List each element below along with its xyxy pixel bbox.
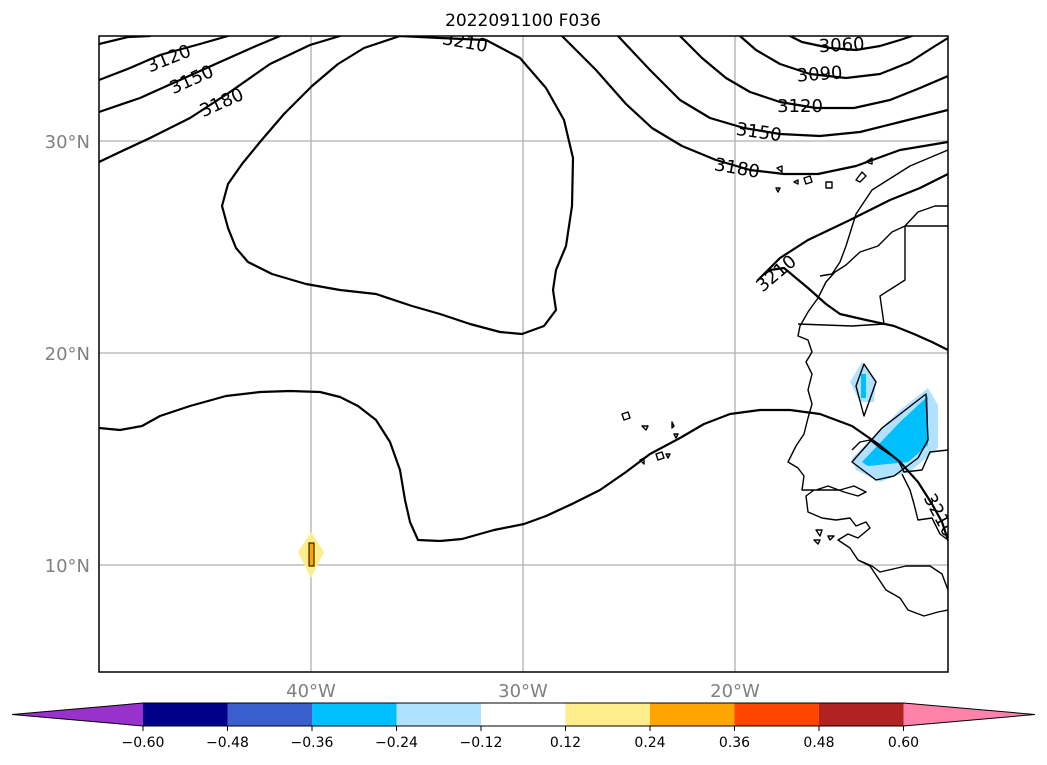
contour-3210-africa	[768, 266, 948, 352]
contour-label-3090: 3090	[796, 62, 843, 86]
contour-3180-east	[560, 36, 948, 176]
coast-north-1	[819, 149, 948, 277]
lat-label-30n: 30°N	[45, 132, 90, 153]
map-area: 3060 3090 3120 3150 3180 3120 3150 3180 …	[99, 28, 959, 672]
contour-3150-west	[99, 36, 230, 82]
border-5	[901, 473, 948, 541]
border-1	[797, 226, 906, 327]
colorbar-segment	[734, 703, 820, 726]
contour-3180-west	[99, 36, 282, 114]
colorbar-tick-label: −0.60	[122, 735, 165, 751]
lon-label-40w: 40°W	[286, 681, 336, 702]
africa-coastline	[787, 205, 948, 617]
contour-label-3210-top: 3210	[441, 28, 490, 57]
lat-labels: 30°N 20°N 10°N	[45, 132, 90, 577]
contour-label-3150-east: 3150	[735, 119, 783, 146]
colorbar-segment	[650, 703, 735, 726]
lat-label-20n: 20°N	[45, 344, 90, 365]
colorbar-tick-label: 0.36	[719, 735, 750, 751]
height-contours	[99, 36, 948, 543]
anomaly-shading	[298, 362, 938, 578]
colorbar-segment	[396, 703, 482, 726]
colorbar-extend-min	[12, 703, 143, 726]
contour-3120-west	[99, 36, 152, 46]
lon-label-30w: 30°W	[498, 681, 548, 702]
contour-label-3120-east: 3120	[777, 96, 823, 117]
colorbar-tick-label: −0.36	[291, 735, 334, 751]
contour-3150-east	[616, 36, 948, 138]
canary-islands	[775, 157, 873, 193]
contour-label-3180-west: 3180	[197, 84, 247, 122]
positive-anomaly-inner	[308, 542, 315, 567]
anomaly-outline-north	[855, 363, 877, 417]
colorbar-tick-label: −0.48	[206, 735, 249, 751]
lat-label-10n: 10°N	[45, 556, 90, 577]
colorbar-tick-label: −0.24	[375, 735, 418, 751]
contour-3210-ridge	[220, 36, 575, 336]
colorbar-segment	[312, 703, 397, 726]
cape-verde-islands	[621, 411, 679, 465]
colorbar-segment	[143, 703, 228, 726]
lon-labels: 40°W 30°W 20°W	[286, 681, 760, 702]
colorbar-tick-label: 0.60	[888, 735, 919, 751]
map-title: 2022091100 F036	[445, 11, 601, 31]
gridlines	[99, 36, 948, 672]
border-4	[857, 559, 948, 591]
map-frame	[98, 35, 949, 673]
negative-anomaly-north-inner	[861, 374, 866, 398]
contour-label-3210-africa: 3210	[752, 251, 801, 297]
contour-label-3180-east: 3180	[713, 154, 762, 183]
contour-3210-west	[99, 36, 342, 164]
contour-3120-east	[678, 36, 948, 110]
colorbar-segment	[227, 703, 313, 726]
negative-anomaly-east-inner	[862, 396, 928, 466]
colorbar: −0.60 −0.48 −0.36 −0.24 −0.12 0.12 0.24 0.36 0.4…	[11, 702, 1036, 751]
lon-label-20w: 20°W	[710, 681, 760, 702]
colorbar-extend-max	[903, 703, 1035, 726]
colorbar-segment	[565, 703, 651, 726]
contour-3210-east	[756, 172, 948, 282]
colorbar-segment	[481, 703, 566, 726]
anomaly-outline-east	[851, 393, 929, 481]
coastlines	[621, 149, 948, 617]
contour-3090-east	[738, 36, 948, 80]
colorbar-tick-label: −0.12	[460, 735, 503, 751]
colorbar-tick-label: 0.24	[634, 735, 665, 751]
contour-3210-south	[99, 389, 948, 543]
contour-3060-east	[788, 36, 914, 52]
contour-label-3210-southeast: 3210	[919, 490, 959, 540]
contour-label-3060: 3060	[818, 34, 865, 57]
contour-labels: 3060 3090 3120 3150 3180 3120 3150 3180 …	[144, 28, 959, 541]
colorbar-tick-label: 0.48	[803, 735, 834, 751]
colorbar-segment	[819, 703, 904, 726]
colorbar-tick-label: 0.12	[550, 735, 581, 751]
guinea-islands	[813, 529, 835, 545]
